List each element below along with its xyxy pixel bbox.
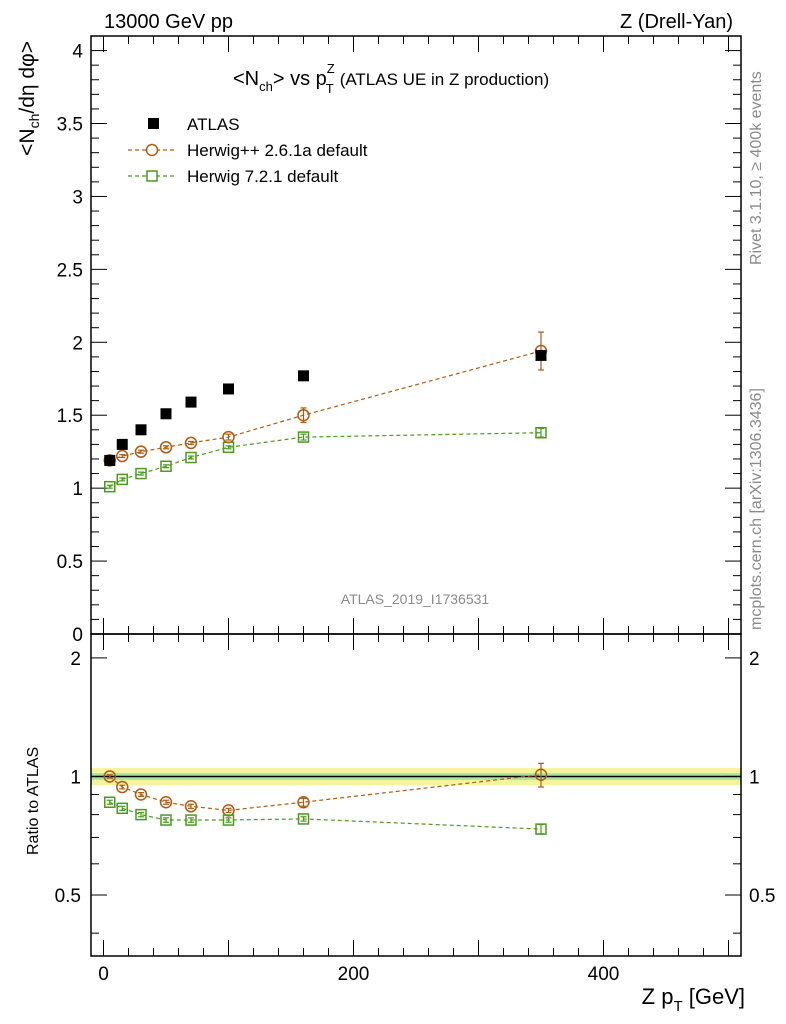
ratio-point-herwig7 xyxy=(135,808,147,821)
main-point-herwigpp xyxy=(297,408,310,422)
ratio-point-herwigpp xyxy=(534,768,548,781)
main-point-atlas xyxy=(535,349,547,361)
main-y-tick-label: 1.5 xyxy=(57,406,83,427)
source-reference-text: mcplots.cern.ch [arXiv:1306.3436] xyxy=(748,388,765,630)
main-y-tick-label: 0 xyxy=(72,625,83,646)
ratio-y-tick-labels: 0.5 0.5 1 1 2 2 xyxy=(55,649,776,907)
main-point-atlas xyxy=(104,454,116,466)
ratio-point-herwigpp xyxy=(297,795,310,809)
main-point-herwig7 xyxy=(160,460,172,473)
main-point-atlas xyxy=(298,370,309,382)
ratio-y-tick-label: 0.5 xyxy=(55,886,81,907)
plot-title: <Nch> vs pZ T (ATLAS UE in Z production) xyxy=(233,61,549,96)
ratio-point-herwig7 xyxy=(104,796,116,808)
ratio-point-herwigpp xyxy=(116,780,129,794)
main-y-tick-label: 2 xyxy=(72,333,83,354)
main-y-tick-label: 0.5 xyxy=(57,552,83,573)
ratio-axis-ticks xyxy=(91,634,741,956)
main-point-herwig7 xyxy=(185,451,197,464)
analysis-watermark: ATLAS_2019_I1736531 xyxy=(341,591,490,607)
ratio-point-herwig7 xyxy=(185,814,197,826)
x-tick-label: 200 xyxy=(338,964,370,985)
ratio-y-tick-label: 2 xyxy=(70,649,81,670)
ratio-point-herwigpp xyxy=(222,804,235,817)
legend-label-herwig7: Herwig 7.2.1 default xyxy=(187,167,338,186)
ratio-y-tick-label: 1 xyxy=(70,767,81,788)
legend-marker-atlas xyxy=(148,118,159,129)
ratio-y-tick-label-right: 0.5 xyxy=(749,886,775,907)
main-series-line-1 xyxy=(109,350,542,461)
x-tick-labels: 0 200 400 xyxy=(98,964,619,985)
ratio-point-herwig7 xyxy=(222,814,235,826)
main-point-atlas xyxy=(185,396,197,408)
legend-label-herwigpp: Herwig++ 2.6.1a default xyxy=(187,141,368,160)
ratio-point-herwigpp xyxy=(159,795,173,809)
main-point-herwig7 xyxy=(135,467,147,480)
ratio-plot-frame xyxy=(90,633,742,957)
main-point-herwig7 xyxy=(116,473,128,486)
ratio-point-herwig7 xyxy=(160,814,172,826)
main-y-tick-label: 2.5 xyxy=(57,260,83,281)
ratio-point-herwigpp xyxy=(184,800,198,813)
main-point-herwigpp xyxy=(222,430,235,444)
main-point-atlas xyxy=(160,408,172,420)
ratio-y-tick-label-right: 1 xyxy=(749,767,760,788)
main-series-line-0 xyxy=(109,432,542,488)
legend-marker-herwigpp xyxy=(145,143,159,157)
header-right: Z (Drell-Yan) xyxy=(620,11,733,33)
main-plot-panel: 0 0.5 1 1.5 2 2.5 3 3.5 4 xyxy=(57,35,742,646)
x-tick-label: 400 xyxy=(588,964,620,985)
ratio-series-layer xyxy=(103,762,548,835)
ratio-series-line-1 xyxy=(109,801,542,830)
main-y-tick-label: 3.5 xyxy=(57,115,83,136)
main-point-herwigpp xyxy=(159,441,173,454)
header-left: 13000 GeV pp xyxy=(104,11,233,33)
main-point-herwig7 xyxy=(104,480,116,493)
main-point-herwig7 xyxy=(535,426,547,439)
x-tick-label: 0 xyxy=(98,964,109,985)
ratio-point-herwig7 xyxy=(297,813,310,825)
main-point-herwigpp xyxy=(134,445,148,458)
main-y-tick-labels: 0 0.5 1 1.5 2 2.5 3 3.5 4 xyxy=(57,42,84,646)
ratio-point-herwigpp xyxy=(134,788,148,801)
main-axis-ticks xyxy=(91,35,741,635)
main-point-atlas xyxy=(223,383,234,395)
ratio-point-herwig7 xyxy=(116,802,128,815)
main-y-tick-label: 1 xyxy=(72,479,83,500)
ratio-reference-band xyxy=(91,768,741,786)
ratio-plot-panel: 0.5 0.5 1 1 2 2 xyxy=(55,633,776,957)
main-y-axis-label: <Nch/dη dφ> xyxy=(16,41,42,156)
main-point-herwig7 xyxy=(297,431,310,443)
x-axis-label: Z pT [GeV] xyxy=(642,984,745,1015)
ratio-y-axis-label: Ratio to ATLAS xyxy=(25,747,42,855)
main-point-atlas xyxy=(116,438,128,450)
main-point-herwigpp xyxy=(184,436,198,450)
legend-marker-herwig7 xyxy=(146,170,158,182)
main-y-tick-label: 3 xyxy=(72,187,83,208)
ratio-point-herwig7 xyxy=(535,823,547,835)
main-series-layer xyxy=(103,331,548,493)
main-point-atlas xyxy=(135,424,147,436)
legend-label-atlas: ATLAS xyxy=(187,115,240,134)
main-point-herwigpp xyxy=(116,449,129,463)
ratio-y-tick-label-right: 2 xyxy=(749,649,760,670)
main-y-tick-label: 4 xyxy=(72,42,83,63)
ratio-point-herwigpp xyxy=(103,770,116,783)
legend: ATLAS Herwig++ 2.6.1a default Herwig 7.2… xyxy=(128,115,368,186)
rivet-version-text: Rivet 3.1.10, ≥ 400k events xyxy=(748,71,765,265)
